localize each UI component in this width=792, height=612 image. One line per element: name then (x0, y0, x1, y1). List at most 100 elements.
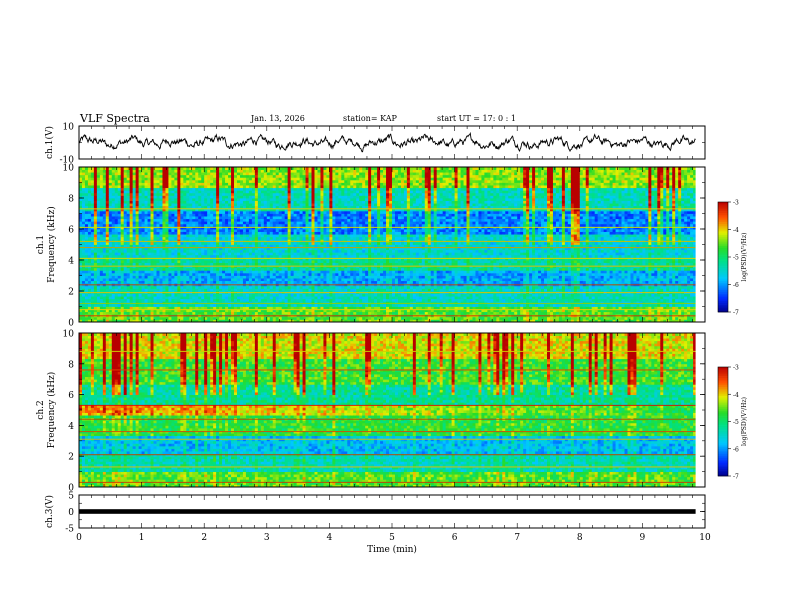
ch1-spectrogram-cell (93, 262, 98, 266)
ch1-spectrogram-cell (302, 298, 306, 302)
ch1-spectrogram-cell (102, 229, 107, 232)
ch1-spectrogram-cell (189, 311, 193, 315)
ch1-spectrogram-cell (114, 267, 119, 271)
ch1-spectrogram-cell (257, 231, 262, 235)
ch1-spectrogram-cell (242, 179, 247, 183)
ch1-spectrogram-cell (132, 296, 137, 300)
ch1-spectrogram-cell (129, 223, 134, 227)
ch1-spectrogram-cell (174, 195, 178, 199)
ch1-spectrogram-cell (79, 231, 83, 235)
ch1-spectrogram-cell (84, 203, 89, 207)
ch1-spectrogram-cell (84, 167, 89, 170)
ch1-spectrogram-cell (228, 301, 232, 305)
ch1-spectrogram-cell (308, 192, 312, 196)
ch1-spectrogram-cell (302, 205, 306, 209)
ch1-spectrogram-cell (177, 234, 181, 238)
ch1-spectrogram-cell (213, 293, 217, 297)
ch1-spectrogram-cell (96, 236, 101, 240)
ch1-spectrogram-cell (234, 267, 238, 271)
ch1-spectrogram-cell (120, 208, 125, 212)
ch1-spectrogram-cell (117, 221, 122, 225)
ch1-spectrogram-cell (165, 275, 169, 279)
ch1-spectrogram-cell (186, 203, 190, 207)
ch1-spectrogram-cell (234, 208, 238, 212)
ch1-spectrogram-cell (225, 169, 229, 173)
ch1-spectrogram-cell (210, 267, 214, 271)
ch1-spectrogram-cell (108, 218, 113, 222)
ch1-spectrogram-cell (87, 303, 92, 307)
ch1-spectrogram-cell (186, 316, 190, 320)
ch1-spectrogram-cell (79, 270, 83, 274)
ch1-spectrogram-cell (96, 210, 101, 214)
ch1-spectrogram-cell (257, 249, 262, 253)
ch1-spectrogram-cell (165, 200, 169, 204)
ch1-spectrogram-cell (159, 278, 163, 282)
ch1-spectrogram-cell (234, 319, 238, 323)
ch1-spectrogram-cell (272, 272, 277, 276)
ch1-spectrogram-cell (117, 203, 122, 207)
ch1-spectrogram-cell (153, 280, 157, 284)
ch1-spectrogram-cell (222, 280, 226, 284)
ch1-spectrogram-cell (180, 285, 184, 289)
ch1-spectrogram-cell (228, 203, 232, 207)
ch1-spectrogram-cell (222, 293, 226, 297)
ch1-spectrogram-cell (186, 301, 190, 305)
ch1-spectrogram-cell (108, 213, 113, 217)
ch1-spectrogram-cell (236, 172, 241, 176)
ch1-spectrogram-cell (269, 223, 274, 227)
ch1-spectrogram-cell (174, 262, 178, 266)
ch1-spectrogram-cell (189, 210, 193, 214)
ch1-spectrogram-cell (242, 185, 247, 189)
ch1-spectrogram-cell (222, 192, 226, 196)
ch1-spectrogram-cell (153, 296, 157, 300)
ch1-spectrogram-cell (251, 177, 256, 181)
ch1-spectrogram-cell (96, 216, 101, 220)
ch1-spectrogram-cell (228, 270, 232, 274)
ch1-spectrogram-cell (174, 288, 178, 292)
ch1-spectrogram-cell (219, 200, 223, 204)
ch1-spectrogram-cell (168, 169, 172, 173)
ch1-spectrogram-cell (171, 190, 175, 194)
ch1-spectrogram-cell (123, 221, 128, 225)
ch1-spectrogram-cell (234, 272, 238, 276)
ch1-spectrogram-cell (278, 205, 283, 209)
ch1-spectrogram-cell (299, 280, 303, 284)
ch1-spectrogram-cell (317, 203, 321, 207)
ch1-spectrogram-cell (284, 229, 289, 232)
ch1-spectrogram-cell (79, 319, 83, 323)
ch1-spectrogram-cell (207, 203, 211, 207)
ch1-spectrogram-cell (123, 203, 128, 207)
ch1-spectrogram-cell (174, 172, 178, 176)
ch1-spectrogram-cell (168, 210, 172, 214)
ch1-spectrogram-cell (284, 174, 289, 178)
ch1-spectrogram-cell (144, 285, 148, 289)
ch1-spectrogram-cell (293, 280, 298, 284)
ch1-spectrogram-cell (236, 190, 241, 194)
ch1-spectrogram-cell (293, 203, 298, 207)
ch1-spectrogram-cell (236, 239, 241, 243)
ch1-spectrogram-cell (159, 270, 163, 274)
ch1-spectrogram-cell (204, 169, 208, 173)
ch1-spectrogram-cell (222, 303, 226, 307)
ch1-spectrogram-cell (99, 260, 104, 263)
ch1-spectrogram-cell (165, 192, 169, 196)
ch1-spectrogram-cell (201, 200, 205, 204)
ch1-spectrogram-cell (287, 200, 292, 204)
ch1-spectrogram-cell (305, 216, 309, 220)
ch1-spectrogram-cell (314, 249, 318, 253)
ch1-spectrogram-cell (213, 231, 217, 235)
ch1-spectrogram-cell (311, 203, 315, 207)
ch1-spectrogram-cell (198, 210, 202, 214)
ch1-spectrogram-cell (162, 272, 166, 276)
ch1-spectrogram-cell (275, 167, 280, 170)
ch1-spectrogram-cell (222, 195, 226, 199)
ch1-spectrogram-cell (204, 223, 208, 227)
ch1-spectrogram-cell (299, 167, 303, 170)
ch1-spectrogram-cell (275, 316, 280, 320)
ch1-spectrogram-cell (90, 187, 95, 191)
ch1-spectrogram-cell (299, 311, 303, 315)
ch1-spectrogram-cell (108, 167, 113, 170)
ch1-spectrogram-cell (123, 267, 128, 271)
ch1-spectrogram-cell (189, 301, 193, 305)
ch1-spectrogram-cell (248, 216, 253, 220)
